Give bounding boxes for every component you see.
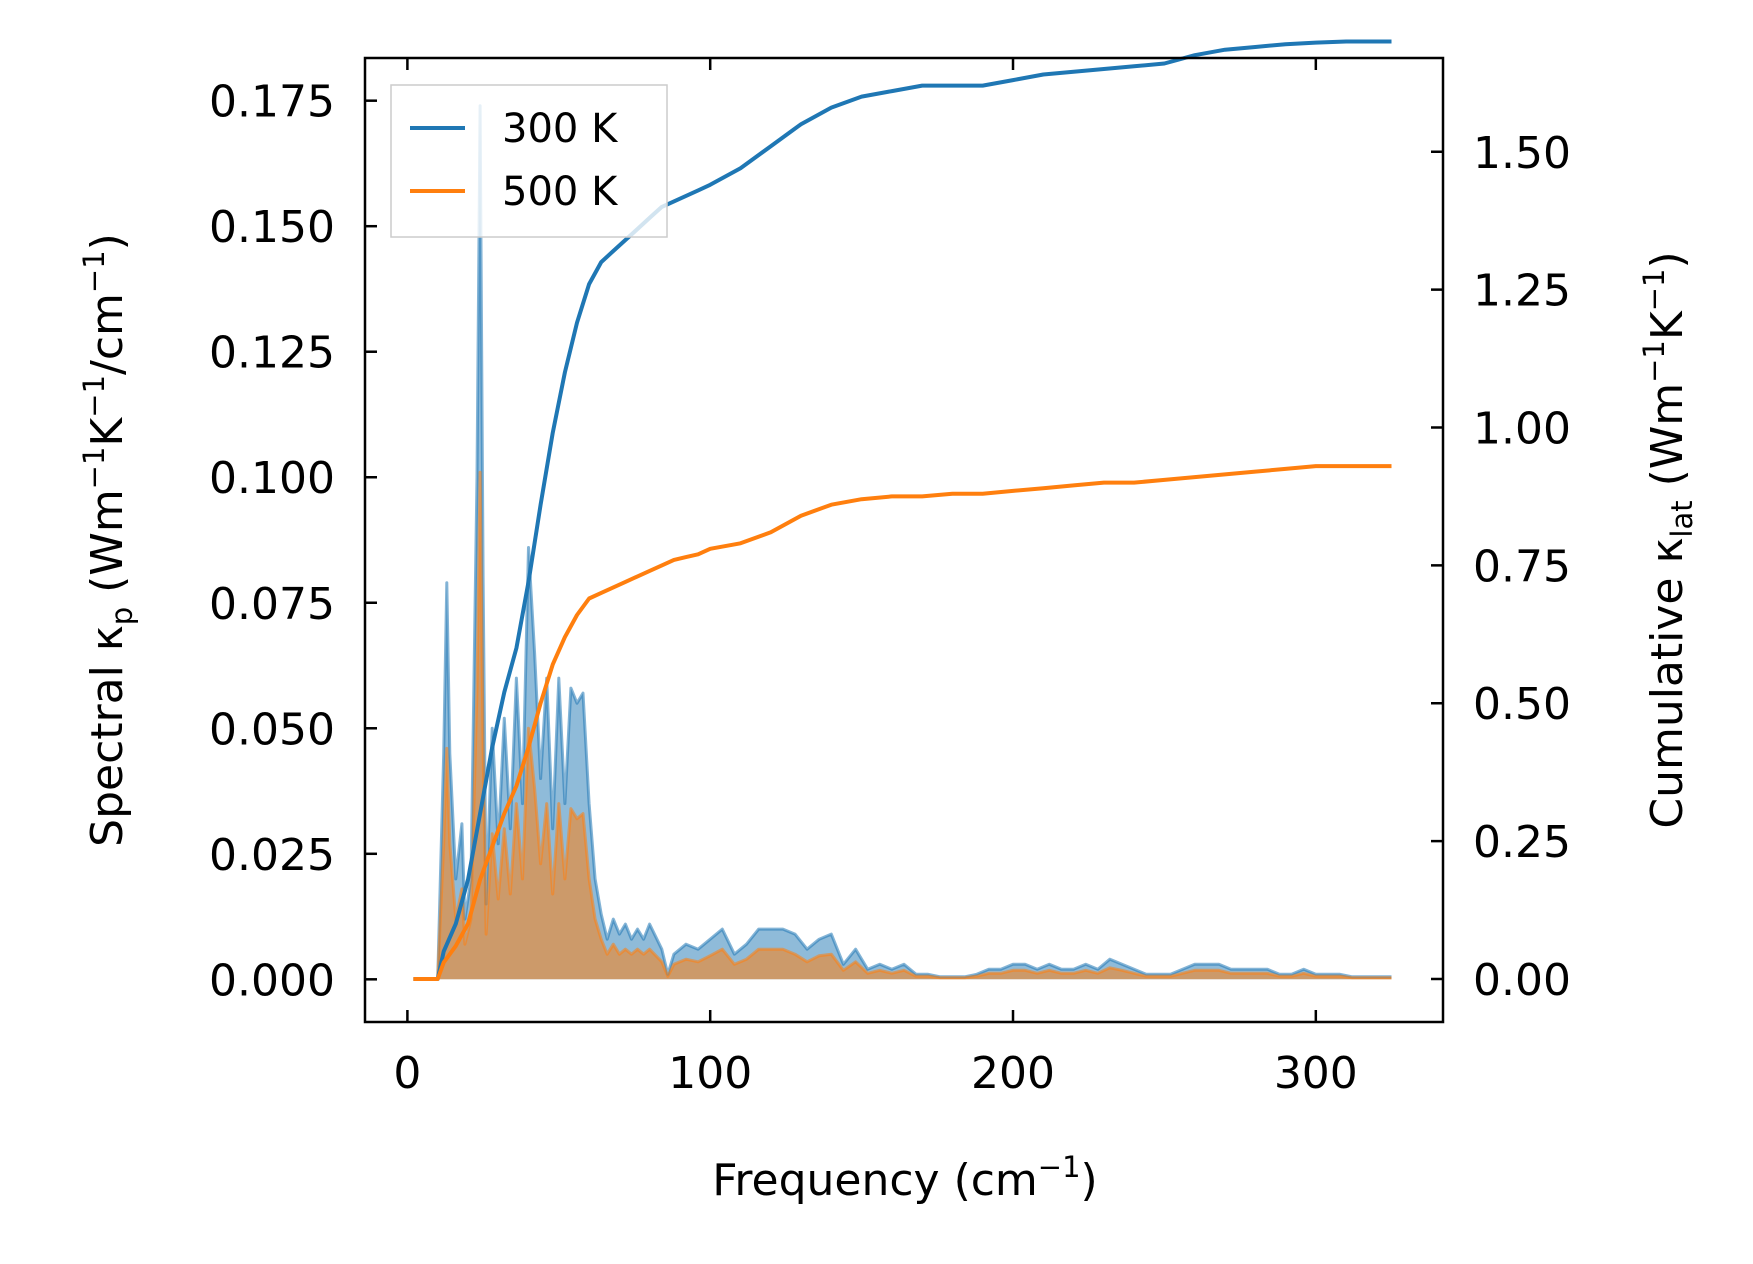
legend-label-500k: 500 K [502, 169, 619, 215]
cumulative-line-500k [413, 464, 1392, 981]
y-right-tick-label: 1.00 [1473, 403, 1571, 454]
y-right-tick-label: 0.50 [1473, 679, 1571, 730]
x-tick-label: 200 [971, 1048, 1055, 1099]
x-tick-label: 300 [1274, 1048, 1358, 1099]
y-left-tick-label: 0.150 [209, 202, 335, 253]
axis-ticks: 0 100 200 300 0.000 0.025 0.050 0.075 0.100 0.125… [209, 58, 1571, 1099]
plot-frame [363, 56, 1445, 1024]
spectral-lines [413, 104, 1392, 981]
cumulative-line-300k [413, 39, 1392, 981]
y-axis-left-title: Spectral κp (Wm−1K−1/cm−1) [77, 233, 139, 847]
y-left-tick-label: 0.175 [209, 77, 335, 128]
x-tick-label: 0 [393, 1048, 421, 1099]
spectral-line-300k [413, 104, 1392, 981]
y-right-tick-label: 1.50 [1473, 128, 1571, 179]
legend-label-300k: 300 K [502, 106, 619, 152]
y-right-tick-label: 0.75 [1473, 541, 1571, 592]
y-left-tick-label: 0.025 [209, 830, 335, 881]
y-right-tick-label: 0.25 [1473, 817, 1571, 868]
y-left-tick-label: 0.000 [209, 955, 335, 1006]
y-left-tick-label: 0.075 [209, 579, 335, 630]
y-left-tick-label: 0.125 [209, 328, 335, 379]
y-axis-right-title: Cumulative κlat (Wm−1K−1) [1637, 251, 1699, 828]
x-tick-label: 100 [668, 1048, 752, 1099]
y-left-tick-label: 0.100 [209, 453, 335, 504]
y-right-tick-label: 0.00 [1473, 955, 1571, 1006]
x-axis-title: Frequency (cm−1) [712, 1150, 1097, 1206]
legend-frame [390, 84, 668, 238]
y-right-tick-label: 1.25 [1473, 266, 1571, 317]
legend: 300 K 500 K [390, 84, 668, 238]
spectral-line-500k [413, 470, 1392, 981]
y-left-tick-label: 0.050 [209, 704, 335, 755]
spectral-fill-500k [413, 472, 1392, 980]
cumulative-lines [413, 39, 1392, 981]
